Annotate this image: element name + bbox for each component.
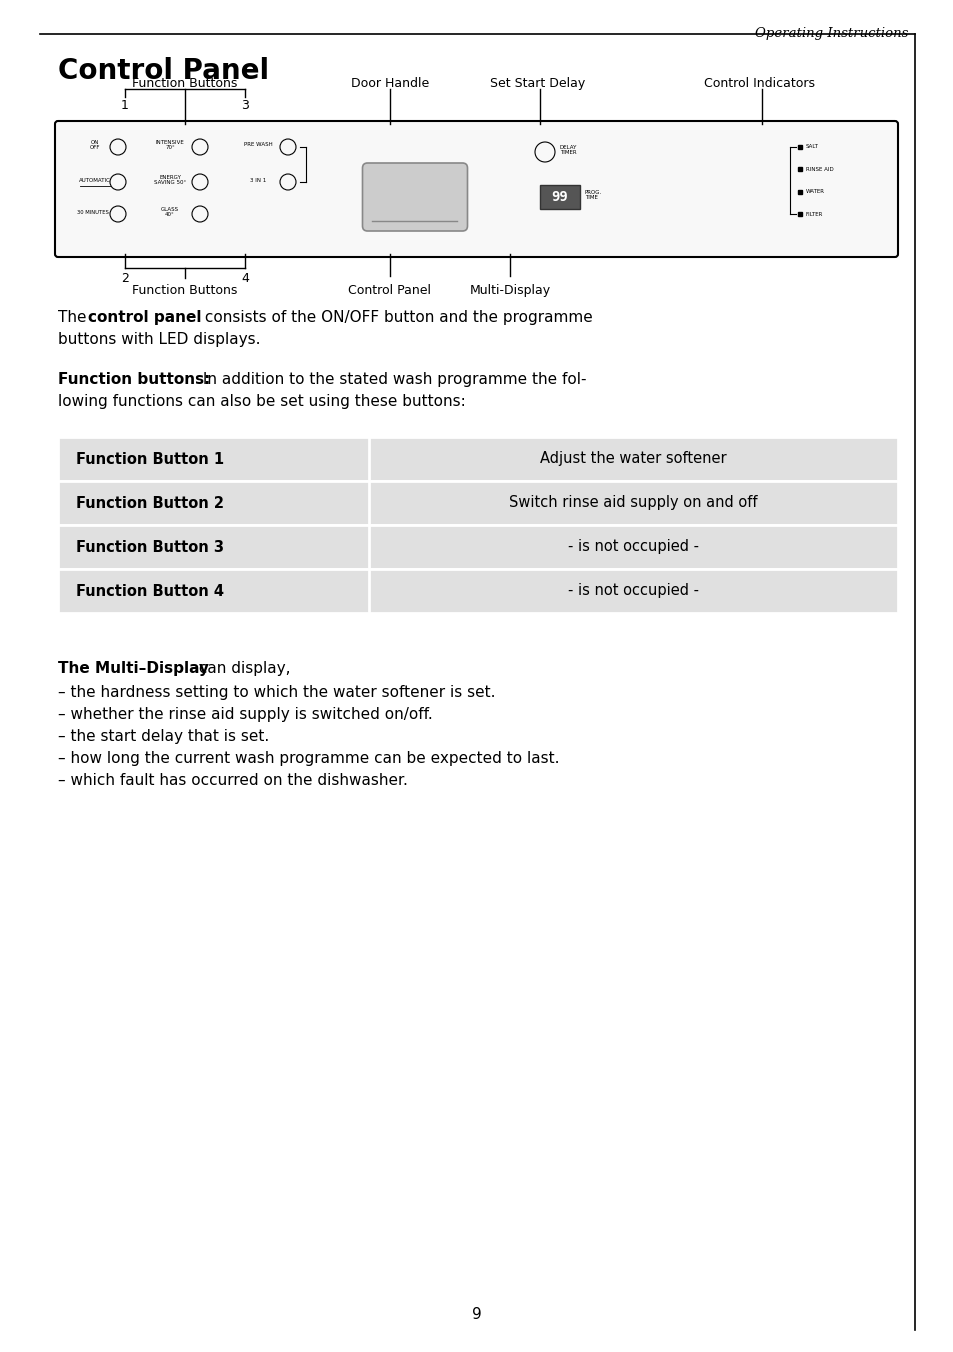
- Text: 3: 3: [241, 99, 249, 112]
- Text: 3 IN 1: 3 IN 1: [250, 177, 266, 183]
- Bar: [58, 437, 897, 481]
- Bar: [797, 168, 801, 172]
- Text: 2: 2: [121, 272, 129, 285]
- Text: Multi-Display: Multi-Display: [469, 284, 550, 297]
- Text: FILTER: FILTER: [805, 211, 822, 216]
- Bar: [797, 212, 801, 216]
- FancyBboxPatch shape: [362, 164, 467, 231]
- Text: Function Button 4: Function Button 4: [76, 584, 224, 599]
- Text: Door Handle: Door Handle: [351, 77, 429, 91]
- Text: Function Buttons: Function Buttons: [132, 284, 237, 297]
- Text: RINSE AID: RINSE AID: [805, 166, 833, 172]
- Bar: [58, 525, 897, 569]
- Text: PRE WASH: PRE WASH: [243, 142, 273, 147]
- Text: – which fault has occurred on the dishwasher.: – which fault has occurred on the dishwa…: [58, 773, 408, 788]
- Text: - is not occupied -: - is not occupied -: [567, 584, 699, 599]
- Text: GLASS
40°: GLASS 40°: [161, 207, 179, 218]
- Text: buttons with LED displays.: buttons with LED displays.: [58, 333, 260, 347]
- Text: The Multi–Display: The Multi–Display: [58, 661, 209, 676]
- Text: WATER: WATER: [805, 189, 824, 195]
- Text: AUTOMATIC: AUTOMATIC: [79, 177, 111, 183]
- Text: Function Buttons: Function Buttons: [132, 77, 237, 91]
- Text: The: The: [58, 310, 91, 324]
- Text: Function Button 1: Function Button 1: [76, 452, 224, 466]
- Text: Function Button 2: Function Button 2: [76, 495, 224, 511]
- Text: – the hardness setting to which the water softener is set.: – the hardness setting to which the wate…: [58, 685, 495, 700]
- Bar: [797, 189, 801, 193]
- Text: consists of the ON/OFF button and the programme: consists of the ON/OFF button and the pr…: [200, 310, 592, 324]
- Text: - is not occupied -: - is not occupied -: [567, 539, 699, 554]
- Text: Operating Instructions: Operating Instructions: [754, 27, 907, 41]
- Text: 1: 1: [121, 99, 129, 112]
- Bar: [58, 481, 897, 525]
- Text: ON
OFF: ON OFF: [90, 139, 100, 150]
- Text: – the start delay that is set.: – the start delay that is set.: [58, 729, 269, 744]
- Text: can display,: can display,: [193, 661, 291, 676]
- Bar: [539, 185, 579, 210]
- Bar: [58, 569, 897, 612]
- Text: Switch rinse aid supply on and off: Switch rinse aid supply on and off: [509, 495, 757, 511]
- Text: control panel: control panel: [88, 310, 201, 324]
- Text: PROG.
TIME: PROG. TIME: [584, 189, 601, 200]
- Text: Control Panel: Control Panel: [348, 284, 431, 297]
- Text: – how long the current wash programme can be expected to last.: – how long the current wash programme ca…: [58, 750, 558, 767]
- Text: Set Start Delay: Set Start Delay: [490, 77, 585, 91]
- Text: In addition to the stated wash programme the fol-: In addition to the stated wash programme…: [198, 372, 586, 387]
- Text: 30 MINUTES: 30 MINUTES: [77, 210, 109, 215]
- Text: Function buttons:: Function buttons:: [58, 372, 211, 387]
- Text: INTENSIVE
70°: INTENSIVE 70°: [155, 139, 184, 150]
- Text: Control Indicators: Control Indicators: [703, 77, 815, 91]
- Text: 4: 4: [241, 272, 249, 285]
- Text: SALT: SALT: [805, 145, 818, 150]
- FancyBboxPatch shape: [55, 120, 897, 257]
- Bar: [797, 145, 801, 149]
- Text: – whether the rinse aid supply is switched on/off.: – whether the rinse aid supply is switch…: [58, 707, 433, 722]
- Text: 9: 9: [472, 1307, 481, 1322]
- Text: lowing functions can also be set using these buttons:: lowing functions can also be set using t…: [58, 393, 465, 410]
- Text: Control Panel: Control Panel: [58, 57, 269, 85]
- Text: Function Button 3: Function Button 3: [76, 539, 224, 554]
- Text: ENERGY
SAVING 50°: ENERGY SAVING 50°: [153, 174, 186, 185]
- Text: DELAY
TIMER: DELAY TIMER: [559, 145, 577, 155]
- Text: Adjust the water softener: Adjust the water softener: [539, 452, 726, 466]
- Text: 99: 99: [551, 191, 568, 204]
